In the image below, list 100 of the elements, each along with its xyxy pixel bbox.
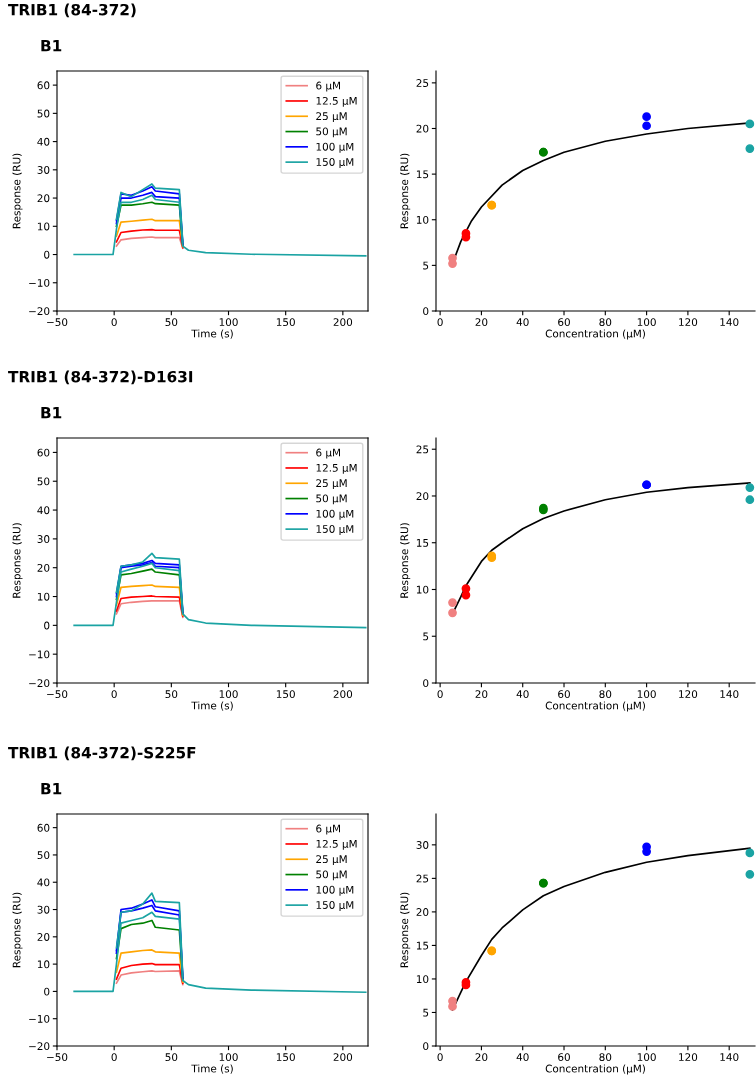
chart-subtitle: B1 [41, 783, 62, 795]
x-tick-label: 200 [333, 318, 353, 327]
y-tick-label: −10 [29, 278, 50, 287]
y-axis-title: Response (RU) [12, 892, 23, 968]
y-tick-label: 30 [416, 841, 429, 849]
x-tick-label: 200 [333, 690, 353, 699]
x-tick-label: 100 [637, 318, 656, 327]
x-tick-label: 40 [516, 1053, 529, 1062]
x-tick-label: 60 [558, 318, 570, 327]
x-axis-title: Concentration (μM) [545, 701, 645, 712]
x-tick-label: 40 [516, 690, 529, 699]
y-tick-label: 20 [416, 908, 429, 916]
x-tick-label: 80 [599, 690, 612, 699]
y-tick-label: 40 [37, 137, 50, 146]
y-tick-label: 5 [423, 632, 429, 641]
chart-title: TRIB1 (84-372)-S225F [8, 746, 196, 761]
y-tick-label: 5 [423, 261, 429, 270]
y-tick-label: 40 [37, 878, 50, 887]
x-tick-label: 100 [219, 318, 238, 327]
x-tick-label: 100 [637, 1053, 656, 1062]
legend-label: 50 μM [316, 127, 347, 138]
x-axis-title: Concentration (μM) [545, 1064, 645, 1075]
legend-label: 25 μM [316, 855, 347, 866]
x-tick-label: 20 [475, 318, 488, 327]
y-tick-label: 60 [37, 448, 50, 457]
y-tick-label: 0 [423, 1042, 429, 1051]
x-tick-label: 100 [637, 690, 656, 699]
x-axis-title: Concentration (μM) [545, 329, 645, 340]
legend-label: 150 μM [316, 901, 354, 911]
chart-title: TRIB1 (84-372)-D163I [8, 370, 193, 385]
x-tick-label: −50 [47, 1053, 68, 1062]
x-tick-label: −50 [47, 318, 68, 327]
y-tick-label: 20 [37, 194, 50, 203]
legend-label: 50 μM [316, 494, 347, 505]
y-tick-label: −20 [29, 1042, 50, 1051]
y-axis-title: Response (RU) [400, 523, 411, 598]
legend-label: 100 μM [316, 885, 354, 896]
legend-label: 150 μM [316, 525, 354, 535]
y-tick-label: −10 [29, 1014, 50, 1023]
y-axis-title: Response (RU) [400, 892, 411, 968]
x-tick-label: 200 [333, 1053, 353, 1062]
legend-label: 150 μM [316, 158, 354, 168]
legend-label: 25 μM [316, 479, 347, 490]
y-tick-label: 40 [37, 506, 50, 515]
x-tick-label: 0 [437, 690, 443, 699]
y-tick-label: 30 [37, 166, 50, 174]
x-tick-label: 50 [165, 318, 178, 327]
x-tick-label: 40 [516, 318, 529, 327]
x-tick-label: 100 [219, 1053, 238, 1062]
x-tick-label: 150 [276, 690, 295, 699]
y-tick-label: 0 [44, 250, 50, 259]
x-tick-label: 60 [558, 690, 570, 699]
x-tick-label: 120 [679, 690, 698, 699]
x-tick-label: 120 [679, 1053, 698, 1062]
x-tick-label: 50 [165, 1053, 178, 1062]
x-tick-label: 140 [720, 318, 739, 327]
x-axis-title: Time (s) [191, 701, 233, 711]
legend-label: 12.5 μM [316, 839, 357, 850]
y-tick-label: 10 [37, 222, 50, 231]
y-tick-label: 15 [416, 170, 429, 179]
x-tick-label: 140 [720, 690, 739, 699]
y-tick-label: 10 [37, 592, 50, 601]
x-tick-label: 120 [679, 318, 698, 327]
y-tick-label: 20 [416, 124, 429, 133]
y-tick-label: 25 [416, 79, 429, 87]
y-axis-title: Response (RU) [12, 153, 23, 229]
legend-label: 25 μM [316, 112, 347, 123]
y-tick-label: 20 [37, 563, 50, 572]
y-tick-label: 0 [423, 679, 429, 688]
x-tick-label: 150 [276, 318, 295, 327]
y-tick-label: 30 [37, 535, 50, 543]
y-tick-label: 25 [416, 445, 429, 454]
y-axis-title: Response (RU) [400, 153, 411, 229]
y-tick-label: −10 [29, 650, 50, 659]
y-tick-label: 15 [416, 539, 429, 547]
y-tick-label: 15 [416, 941, 429, 950]
y-tick-label: −20 [29, 679, 50, 688]
y-tick-label: 60 [37, 823, 50, 832]
y-tick-label: 20 [416, 492, 429, 501]
y-tick-label: 30 [37, 905, 50, 914]
legend-label: 12.5 μM [316, 96, 357, 107]
x-tick-label: 140 [720, 1053, 739, 1062]
legend-label: 100 μM [316, 509, 354, 520]
legend-label: 12.5 μM [316, 463, 357, 474]
legend-label: 6 μM [316, 81, 340, 92]
legend-label: 6 μM [316, 824, 340, 835]
x-tick-label: 100 [219, 690, 238, 699]
y-tick-label: 50 [37, 851, 50, 860]
chart-subtitle: B1 [41, 40, 62, 52]
y-tick-label: 60 [37, 81, 50, 90]
y-tick-label: −20 [29, 307, 50, 316]
x-tick-label: 150 [276, 1053, 295, 1062]
legend-label: 50 μM [316, 870, 347, 881]
y-tick-label: 50 [37, 477, 50, 486]
x-axis-title: Time (s) [191, 1064, 233, 1074]
x-axis-title: Time (s) [191, 329, 233, 339]
x-tick-label: 0 [111, 318, 117, 327]
x-tick-label: 20 [475, 1053, 488, 1062]
x-tick-label: 0 [437, 318, 443, 327]
y-tick-label: 10 [416, 215, 429, 224]
